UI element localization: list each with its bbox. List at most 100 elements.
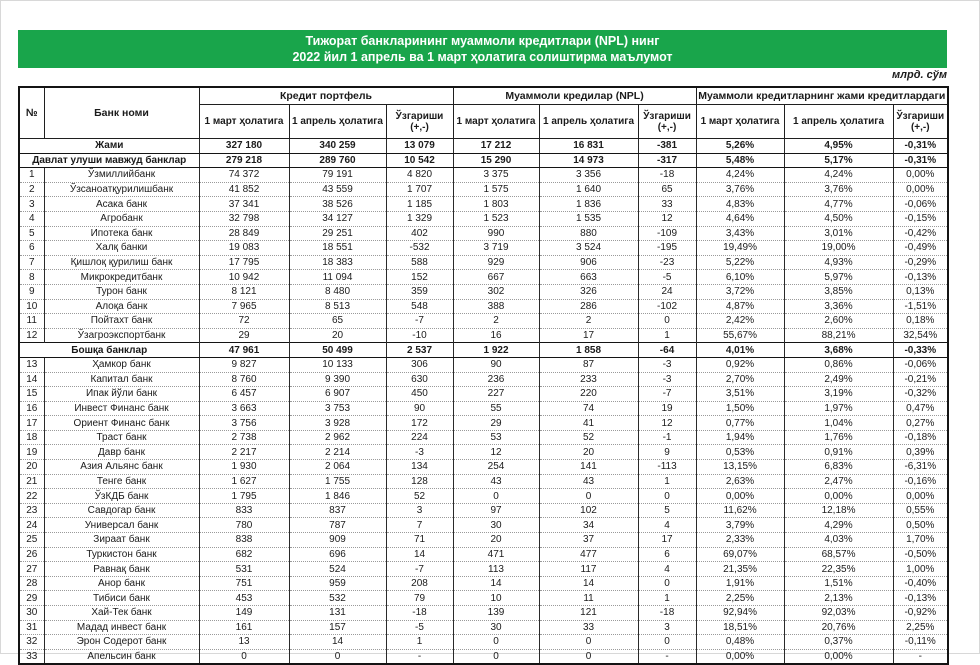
value-cell: 0,00% [695, 648, 785, 665]
value-cell: 19 [637, 400, 697, 417]
value-cell: 340 259 [288, 138, 387, 154]
value-cell: 43 [452, 473, 540, 490]
value-cell: 0,39% [892, 444, 949, 461]
bank-name-cell: Ипотека банк [43, 225, 200, 242]
row-number-cell: 22 [18, 488, 45, 504]
value-cell: 220 [538, 386, 639, 402]
summary-row: Давлат улуши мавжуд банклар 279 218 289 76… [18, 152, 949, 169]
value-cell: 10 133 [288, 356, 387, 373]
bank-name-cell: Тенге банк [43, 473, 200, 490]
value-cell: 2,49% [783, 371, 894, 388]
value-cell: 327 180 [198, 138, 290, 154]
value-cell: 9 390 [288, 371, 387, 388]
value-cell: 0,00% [783, 488, 894, 504]
value-cell: 1 930 [198, 459, 290, 475]
value-cell: - [637, 648, 697, 665]
table-row: 24 Универсал банк 780 787 7 30 34 4 3,79% 4,29% 0,… [18, 517, 949, 534]
value-cell: 2,13% [783, 590, 894, 606]
value-cell: -0,13% [892, 590, 949, 606]
value-cell: 929 [452, 254, 540, 271]
value-cell: 5,48% [695, 152, 785, 169]
row-number-cell: 33 [18, 648, 45, 665]
value-cell: 0,37% [783, 634, 894, 650]
value-cell: 0,86% [783, 356, 894, 373]
table-row: 6 Халқ банки 19 083 18 551 -532 3 719 3 524 -19… [18, 240, 949, 256]
value-cell: 1,76% [783, 429, 894, 446]
value-cell: 172 [385, 415, 454, 431]
value-cell: 152 [385, 269, 454, 285]
value-cell: 52 [385, 488, 454, 504]
value-cell: 471 [452, 546, 540, 563]
value-cell: 0,91% [783, 444, 894, 461]
table-row: 13 Ҳамкор банк 9 827 10 133 306 90 87 -3 0,92% 0,… [18, 356, 949, 373]
value-cell: 30 [452, 619, 540, 636]
value-cell: 121 [538, 605, 639, 621]
value-cell: 0,47% [892, 400, 949, 417]
value-cell: 289 760 [288, 152, 387, 169]
value-cell: 402 [385, 225, 454, 242]
value-cell: 37 [538, 532, 639, 548]
value-cell: 3,85% [783, 283, 894, 300]
table-row: 15 Ипак йўли банк 6 457 6 907 450 227 220 -7 3,5… [18, 386, 949, 402]
value-cell: 0,00% [695, 488, 785, 504]
bank-name-cell: Ўзагроэкспортбанк [43, 327, 200, 344]
value-cell: 20 [538, 444, 639, 461]
value-cell: 2,60% [783, 313, 894, 329]
table-row: 33 Апельсин банк 0 0-0 0-0,00% 0,00% - [18, 648, 949, 665]
table-row: 17 Ориент Финанс банк 3 756 3 928 172 29 41 12 0… [18, 415, 949, 431]
value-cell: 2 217 [198, 444, 290, 461]
value-cell: 102 [538, 502, 639, 519]
value-cell: 1 922 [452, 342, 540, 358]
value-cell: 8 513 [288, 298, 387, 315]
table-row: 18 Траст банк 2 738 2 962 224 53 52 -1 1,94% 1,76… [18, 429, 949, 446]
table-row: 21 Тенге банк 1 627 1 755 128 43 43 1 2,63% 2,47%… [18, 473, 949, 490]
row-number-cell: 2 [18, 181, 45, 198]
value-cell: 9 [637, 444, 697, 461]
value-cell: 79 [385, 590, 454, 606]
value-cell: 5,22% [695, 254, 785, 271]
value-cell: 8 480 [288, 283, 387, 300]
value-cell: 4,03% [783, 532, 894, 548]
value-cell: 780 [198, 517, 290, 534]
bank-name-cell: Асака банк [43, 196, 200, 212]
value-cell: 88,21% [783, 327, 894, 344]
value-cell: 909 [288, 532, 387, 548]
bank-name-cell: Туркистон банк [43, 546, 200, 563]
value-cell: 37 341 [198, 196, 290, 212]
bank-name-cell: Бошқа банклар [18, 342, 200, 358]
row-number-cell: 32 [18, 634, 45, 650]
col-header-npl-april: 1 апрель ҳолатига [538, 104, 639, 139]
value-cell: 4,24% [783, 167, 894, 183]
col-header-credit-march: 1 март ҳолатига [198, 104, 290, 139]
value-cell: 4,01% [695, 342, 785, 358]
value-cell: 880 [538, 225, 639, 242]
value-cell: 32 798 [198, 210, 290, 227]
value-cell: 0,77% [695, 415, 785, 431]
value-cell: 450 [385, 386, 454, 402]
value-cell: 87 [538, 356, 639, 373]
value-cell: -0,92% [892, 605, 949, 621]
table-row: 3 Асака банк 37 341 38 526 1 185 1 803 1 836 33… [18, 196, 949, 212]
value-cell: 2,70% [695, 371, 785, 388]
table-row: 1 Ўзмиллийбанк 74 372 79 191 4 820 3 375 3 356… [18, 167, 949, 183]
value-cell: 227 [452, 386, 540, 402]
value-cell: -0,49% [892, 240, 949, 256]
value-cell: 134 [385, 459, 454, 475]
value-cell: 11,62% [695, 502, 785, 519]
value-cell: 1 329 [385, 210, 454, 227]
value-cell: 19,49% [695, 240, 785, 256]
value-cell: 22,35% [783, 561, 894, 577]
value-cell: 34 [538, 517, 639, 534]
value-cell: -195 [637, 240, 697, 256]
value-cell: 1 803 [452, 196, 540, 212]
bank-name-cell: Савдогар банк [43, 502, 200, 519]
value-cell: 0,27% [892, 415, 949, 431]
value-cell: 33 [637, 196, 697, 212]
value-cell: 663 [538, 269, 639, 285]
value-cell: 74 372 [198, 167, 290, 183]
value-cell: 16 831 [538, 138, 639, 154]
value-cell: 3,79% [695, 517, 785, 534]
value-cell: 0 [452, 634, 540, 650]
value-cell: 10 542 [385, 152, 454, 169]
value-cell: 4,29% [783, 517, 894, 534]
